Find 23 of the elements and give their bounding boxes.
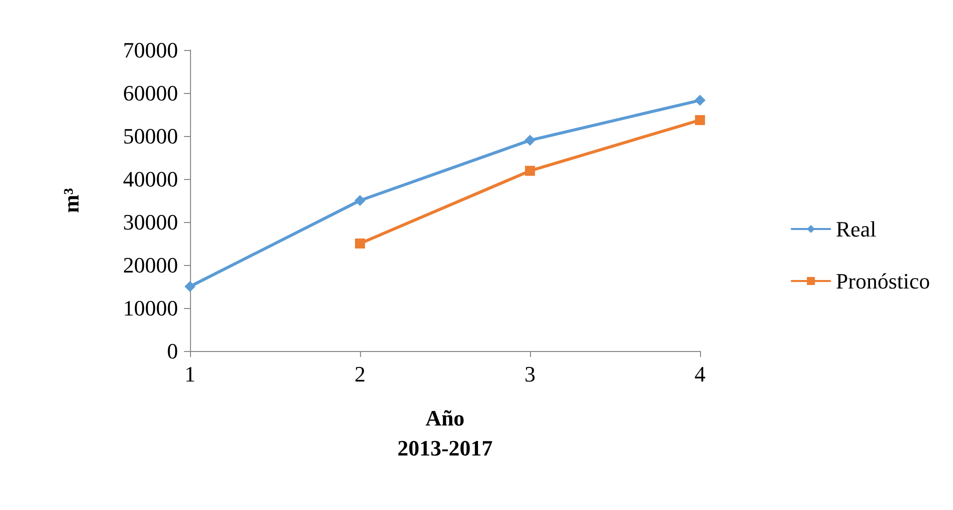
point <box>525 166 535 176</box>
point <box>694 94 706 106</box>
x-axis-title: Año 2013-2017 <box>397 406 493 460</box>
y-tick-label: 20000 <box>123 252 178 278</box>
y-axis-title: m³ <box>58 188 84 213</box>
point <box>524 134 536 146</box>
x-tick-label: 1 <box>184 362 196 386</box>
y-tick-label: 50000 <box>123 124 178 148</box>
y-tick-label: 70000 <box>123 38 178 62</box>
legend-label: Pronóstico <box>836 268 930 294</box>
y-tick-label: 60000 <box>123 80 178 106</box>
legend-label: Real <box>836 216 876 242</box>
y-tick-label: 40000 <box>123 166 178 192</box>
point <box>184 281 196 292</box>
x-tick-label: 4 <box>694 362 706 386</box>
point <box>355 238 365 248</box>
y-tick-label: 10000 <box>123 296 178 320</box>
x-tick-label: 2 <box>354 362 366 386</box>
point <box>354 195 366 206</box>
y-tick-label: 0 <box>167 338 178 364</box>
x-tick-label: 3 <box>524 362 536 386</box>
y-tick-label: 30000 <box>123 210 178 234</box>
point <box>695 115 705 126</box>
